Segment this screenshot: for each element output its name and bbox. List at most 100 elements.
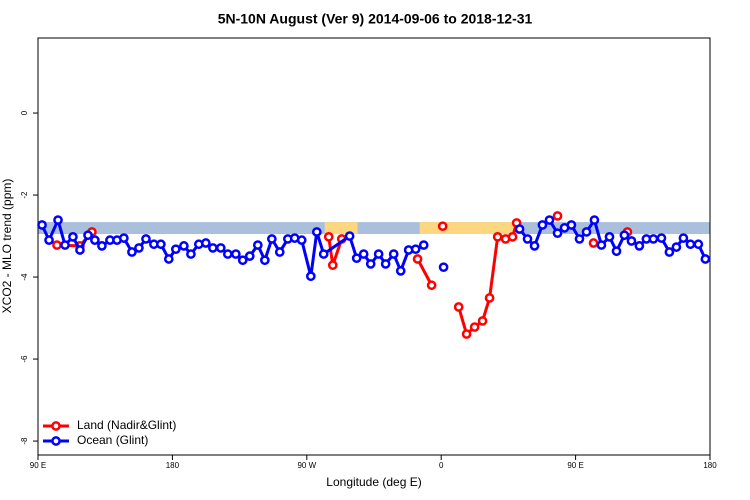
x-tick-label: 90 W <box>297 461 316 470</box>
data-point <box>693 239 704 250</box>
data-point <box>60 240 70 250</box>
data-point <box>656 233 667 243</box>
data-point <box>208 243 218 253</box>
data-point <box>437 221 448 232</box>
data-point <box>410 244 421 255</box>
data-point <box>90 235 100 245</box>
data-point <box>170 244 181 255</box>
x-tick-label: 0 <box>439 461 444 470</box>
band-highlight <box>419 222 515 234</box>
legend-label: Ocean (Glint) <box>77 433 148 447</box>
x-tick-label: 180 <box>166 461 180 470</box>
data-point <box>127 247 137 257</box>
data-point <box>522 234 533 244</box>
data-point <box>305 271 316 282</box>
data-point <box>222 249 233 259</box>
data-point <box>244 251 255 261</box>
data-point <box>412 254 423 264</box>
data-point <box>492 232 503 242</box>
data-point <box>529 241 540 251</box>
data-point <box>438 262 449 273</box>
data-point <box>237 255 248 266</box>
data-point <box>141 234 151 244</box>
data-point <box>37 220 47 230</box>
data-point <box>296 235 307 245</box>
band-highlight <box>324 222 358 234</box>
data-point <box>75 245 85 255</box>
data-point <box>537 220 548 230</box>
data-point <box>604 232 615 242</box>
data-point <box>186 249 196 259</box>
data-point <box>588 238 599 248</box>
data-point <box>685 239 696 250</box>
data-point <box>671 242 682 252</box>
data-point <box>648 234 659 244</box>
data-point <box>259 255 270 266</box>
legend-marker <box>51 421 61 431</box>
data-point <box>395 266 406 276</box>
data-point <box>311 227 322 237</box>
data-point <box>581 227 592 237</box>
y-tick-label: -6 <box>20 355 29 363</box>
data-point <box>552 228 563 239</box>
data-point <box>373 249 384 259</box>
data-point <box>179 241 189 251</box>
data-point <box>544 215 555 225</box>
data-point <box>327 260 338 271</box>
data-point <box>344 231 355 241</box>
data-point <box>477 316 488 326</box>
data-point <box>678 233 689 243</box>
data-point <box>507 232 518 242</box>
data-point <box>156 239 166 250</box>
data-point <box>418 240 429 250</box>
y-tick-label: -8 <box>20 437 29 445</box>
data-point <box>201 238 211 248</box>
y-tick-label: -2 <box>20 191 29 199</box>
data-point <box>53 215 63 225</box>
data-point <box>252 240 263 250</box>
data-point <box>215 243 226 253</box>
data-point <box>119 233 129 243</box>
x-tick-label: 180 <box>703 461 717 470</box>
data-point <box>574 234 585 244</box>
data-point <box>318 249 329 259</box>
data-point <box>97 241 107 251</box>
data-point <box>700 254 711 264</box>
data-point <box>380 259 391 269</box>
data-point <box>453 302 464 312</box>
data-point <box>552 211 563 221</box>
legend-marker <box>51 436 61 446</box>
data-point <box>274 247 285 257</box>
x-tick-label: 90 E <box>30 461 46 470</box>
data-point <box>484 293 495 303</box>
data-point <box>52 240 62 250</box>
data-point <box>461 329 472 339</box>
data-point <box>231 249 241 259</box>
data-point <box>68 232 78 242</box>
x-axis-label: Longitude (deg E) <box>326 475 421 489</box>
data-point <box>611 246 622 257</box>
data-point <box>589 215 600 225</box>
data-point <box>619 230 630 241</box>
data-point <box>323 232 334 242</box>
data-point <box>626 236 637 246</box>
data-point <box>664 247 675 257</box>
data-point <box>514 224 525 234</box>
data-point <box>426 280 437 291</box>
data-point <box>351 253 362 264</box>
data-point <box>267 234 277 244</box>
y-axis-label: XCO2 - MLO trend (ppm) <box>0 179 14 314</box>
data-point <box>358 249 369 259</box>
data-point <box>634 241 645 251</box>
data-point <box>83 230 93 241</box>
data-point <box>163 254 174 264</box>
data-point <box>596 240 607 250</box>
data-point <box>365 259 376 269</box>
legend-label: Land (Nadir&Glint) <box>77 418 176 432</box>
data-point <box>44 235 54 245</box>
y-tick-label: -4 <box>20 273 29 281</box>
y-tick-label: 0 <box>20 110 29 115</box>
data-point <box>566 220 577 230</box>
band <box>38 222 710 234</box>
